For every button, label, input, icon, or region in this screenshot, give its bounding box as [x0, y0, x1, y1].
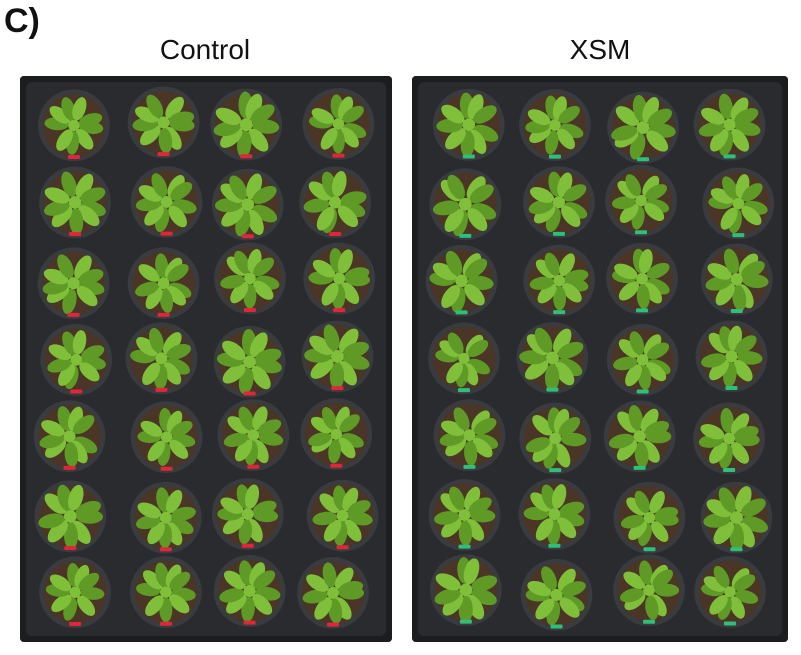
- plant-pot: [603, 400, 676, 473]
- plant-pot: [519, 89, 591, 161]
- control-panel-title: Control: [159, 34, 251, 65]
- tray-illustration: [20, 76, 392, 642]
- plant-pot: [301, 320, 374, 393]
- plant-pot: [694, 556, 766, 628]
- plant-pot: [613, 554, 685, 627]
- panel-label: C): [4, 2, 40, 40]
- plant-pot: [432, 88, 505, 161]
- xsm-panel-title: XSM: [569, 34, 631, 65]
- plant-pot: [607, 91, 679, 164]
- plant-pot: [40, 323, 113, 396]
- plant-pot: [518, 478, 591, 550]
- plant-pot: [210, 88, 283, 161]
- plant-pot: [700, 481, 773, 554]
- plant-pot: [516, 322, 589, 394]
- plant-pot: [695, 320, 768, 393]
- plant-pot: [433, 399, 506, 472]
- plant-pot: [37, 247, 110, 320]
- plant-pot: [129, 481, 202, 554]
- plant-pot: [125, 322, 198, 395]
- tray-illustration: [412, 76, 788, 642]
- plant-pot: [34, 480, 107, 553]
- plant-pot: [214, 242, 286, 315]
- plant-pot: [303, 242, 376, 315]
- plant-pot: [428, 322, 500, 395]
- plant-pot: [700, 243, 773, 316]
- plant-pot: [217, 399, 290, 471]
- plant-pot: [606, 242, 678, 315]
- plant-pot: [39, 556, 111, 629]
- plant-pot: [523, 244, 596, 317]
- plant-pot: [428, 479, 501, 551]
- plant-pot: [429, 168, 502, 241]
- plant-pot: [213, 325, 286, 398]
- control-tray-photo: [20, 76, 392, 642]
- plant-pot: [300, 398, 373, 471]
- plant-pot: [606, 324, 679, 396]
- plant-pot: [519, 402, 592, 475]
- xsm-tray-photo: [412, 76, 788, 642]
- plant-pot: [693, 402, 766, 475]
- plant-pot: [302, 88, 375, 160]
- plant-pot: [130, 401, 203, 473]
- plant-pot: [425, 244, 498, 317]
- plant-pot: [605, 164, 677, 237]
- plant-pot: [702, 167, 775, 240]
- plant-pot: [130, 556, 202, 628]
- plant-pot: [127, 86, 200, 159]
- plant-pot: [306, 479, 379, 552]
- plant-pot: [211, 168, 284, 241]
- plant-pot: [613, 481, 686, 554]
- plant-pot: [523, 166, 595, 239]
- plant-pot: [297, 557, 369, 629]
- plant-pot: [130, 166, 203, 238]
- plant-pot: [33, 400, 106, 473]
- plant-pot: [299, 166, 372, 239]
- plant-pot: [520, 558, 593, 631]
- plant-pot: [39, 166, 111, 239]
- plant-pot: [693, 88, 766, 161]
- plant-pot: [127, 247, 200, 320]
- plant-pot: [38, 89, 110, 162]
- plant-pot: [211, 478, 284, 550]
- plant-pot: [213, 555, 286, 627]
- plant-pot: [430, 554, 502, 626]
